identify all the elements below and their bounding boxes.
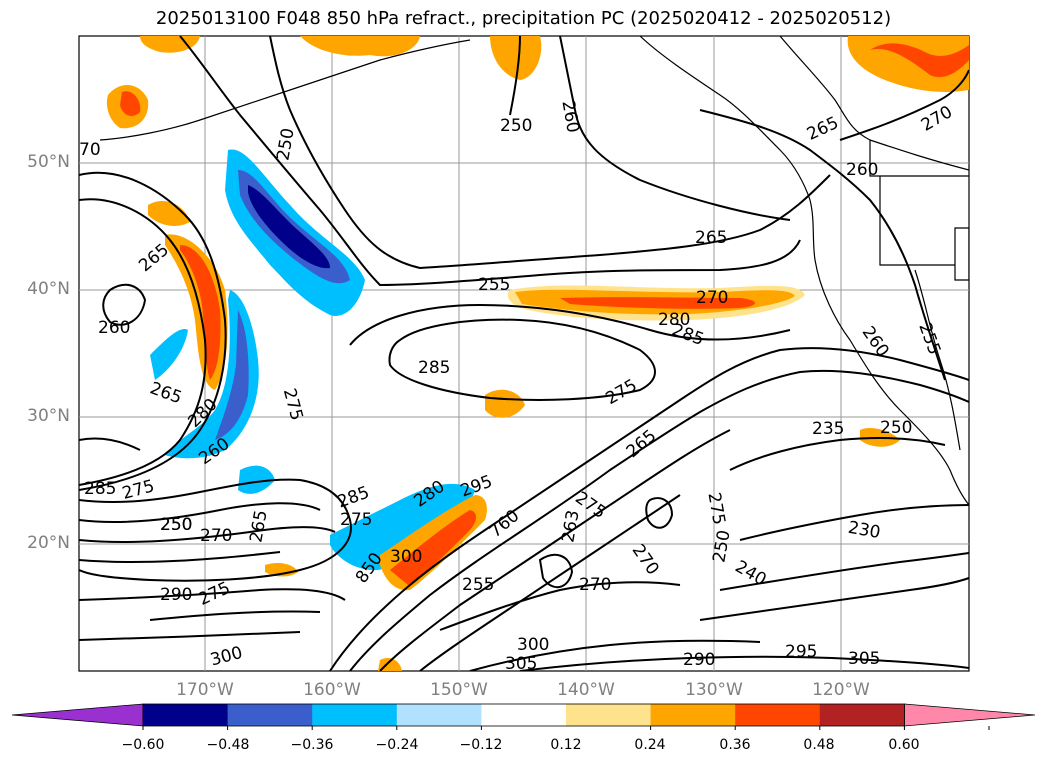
- colorbar-segment: [819, 704, 905, 726]
- colorbar-segment: [650, 704, 736, 726]
- map-title: 2025013100 F048 850 hPa refract., precip…: [155, 8, 892, 29]
- contour-label: 250: [880, 418, 912, 438]
- contour-label: 265: [695, 228, 727, 248]
- contour-label: 255: [478, 275, 510, 295]
- contour-label: 295: [785, 642, 817, 662]
- lon-label-130w: 130°W: [685, 680, 743, 700]
- colorbar-tick-label: −0.36: [290, 737, 334, 753]
- contour-label: 300: [517, 635, 549, 655]
- colorbar-tick-label: 0.60: [888, 737, 920, 753]
- colorbar-outline: [142, 703, 905, 727]
- lat-label-40n: 40°N: [27, 279, 70, 299]
- colorbar-tick-label: 0.12: [550, 737, 582, 753]
- contour-label: 305: [505, 654, 537, 674]
- contour-label: 270: [579, 575, 611, 595]
- colorbar-segment: [481, 704, 567, 726]
- contour-label: 250: [500, 116, 532, 136]
- contour-label: 285: [84, 479, 116, 499]
- contour-label: 260: [98, 318, 130, 338]
- contour-label: 285: [418, 358, 450, 378]
- lat-label-20n: 20°N: [27, 533, 70, 553]
- colorbar-tick-label: 0.36: [719, 737, 751, 753]
- lon-label-140w: 140°W: [557, 680, 615, 700]
- precip-shading: [106, 36, 969, 671]
- contour-label: 270: [696, 288, 728, 308]
- colorbar-segment: [735, 704, 821, 726]
- colorbar-tick-label: −0.48: [206, 737, 250, 753]
- contour-label: 300: [390, 547, 422, 567]
- contour-label: 290: [160, 585, 192, 605]
- colorbar-tick-label: −0.24: [375, 737, 419, 753]
- contour-label: 260: [846, 160, 878, 180]
- lon-label-170w: 170°W: [176, 680, 234, 700]
- lon-label-160w: 160°W: [303, 680, 361, 700]
- lon-label-150w: 150°W: [430, 680, 488, 700]
- contour-label: 275: [340, 510, 372, 530]
- colorbar-segment: [312, 704, 398, 726]
- contour-label: 250: [160, 515, 192, 535]
- contour-label: 270: [200, 526, 232, 546]
- colorbar-tick-label: 0.48: [803, 737, 835, 753]
- lat-label-30n: 30°N: [27, 406, 70, 426]
- contour-label: 255: [462, 575, 494, 595]
- colorbar-segment: [143, 704, 229, 726]
- colorbar-extend-high: [904, 703, 1036, 727]
- contour-label: 305: [848, 649, 880, 669]
- colorbar-extend-low: [11, 703, 144, 727]
- colorbar-tick-label: 0.24: [634, 737, 666, 753]
- contour-label: 70: [79, 140, 101, 160]
- contour-label: 280: [658, 310, 690, 330]
- lon-label-120w: 120°W: [812, 680, 870, 700]
- colorbar-segment: [227, 704, 313, 726]
- colorbar-segment: [566, 704, 652, 726]
- contour-label: 290: [683, 650, 715, 670]
- lat-label-50n: 50°N: [27, 152, 70, 172]
- colorbar-segment: [396, 704, 482, 726]
- contour-label: 250: [160, 515, 192, 535]
- colorbar-tick-label: −0.60: [121, 737, 165, 753]
- refractivity-contours: [79, 36, 969, 671]
- contour-label: 235: [812, 419, 844, 439]
- map-plot-area: [78, 35, 970, 672]
- colorbar: [11, 703, 1036, 730]
- colorbar-tick-label: −0.12: [459, 737, 503, 753]
- coastlines: [99, 36, 969, 506]
